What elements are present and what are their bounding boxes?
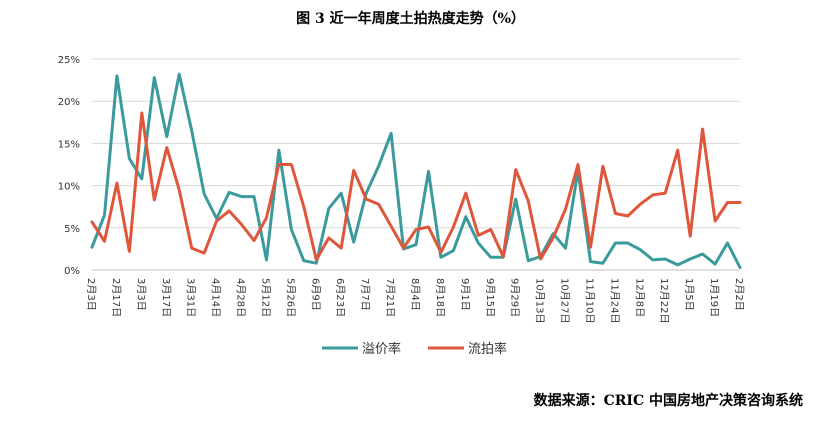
- y-tick-label: 10%: [58, 182, 80, 193]
- y-tick-label: 5%: [64, 224, 80, 235]
- x-tick-label: 4月28日: [235, 278, 247, 317]
- x-tick-label: 1月5日: [683, 278, 695, 311]
- x-tick-label: 3月31日: [185, 278, 197, 317]
- x-tick-label: 5月26日: [284, 278, 296, 317]
- legend-label: 流拍率: [468, 341, 507, 357]
- x-tick-label: 2月3日: [85, 278, 97, 311]
- x-tick-label: 10月13日: [534, 278, 546, 323]
- x-tick-label: 7月21日: [384, 278, 396, 317]
- x-tick-label: 3月3日: [135, 278, 147, 311]
- source-note: 数据来源：CRIC 中国房地产决策咨询系统: [533, 393, 803, 409]
- x-tick-label: 9月1日: [459, 278, 471, 311]
- legend-label: 溢价率: [362, 341, 401, 357]
- x-tick-label: 8月4日: [409, 278, 421, 311]
- x-tick-label: 6月9日: [309, 278, 321, 311]
- x-tick-label: 8月18日: [434, 278, 446, 317]
- y-tick-label: 0%: [64, 266, 80, 277]
- x-tick-label: 11月24日: [608, 278, 620, 323]
- x-tick-label: 2月17日: [110, 278, 122, 317]
- x-tick-label: 5月12日: [259, 278, 271, 317]
- x-tick-label: 6月23日: [334, 278, 346, 317]
- x-tick-label: 12月8日: [633, 278, 645, 317]
- chart-title: 图 3 近一年周度土拍热度走势（%）: [296, 11, 525, 27]
- x-tick-label: 10月27日: [559, 278, 571, 323]
- x-tick-label: 11月10日: [583, 278, 595, 323]
- x-tick-label: 2月2日: [733, 278, 745, 311]
- x-tick-label: 12月22日: [658, 278, 670, 323]
- series-line-2: [90, 111, 742, 262]
- x-tick-label: 4月14日: [210, 278, 222, 317]
- series-line-1: [90, 72, 742, 269]
- x-tick-label: 1月19日: [708, 278, 720, 317]
- y-tick-label: 15%: [58, 139, 80, 150]
- x-tick-label: 9月29日: [509, 278, 521, 317]
- x-tick-label: 3月17日: [160, 278, 172, 317]
- y-tick-label: 25%: [58, 55, 80, 66]
- x-tick-label: 9月15日: [484, 278, 496, 317]
- x-tick-label: 7月7日: [359, 278, 371, 311]
- y-tick-label: 20%: [58, 97, 80, 108]
